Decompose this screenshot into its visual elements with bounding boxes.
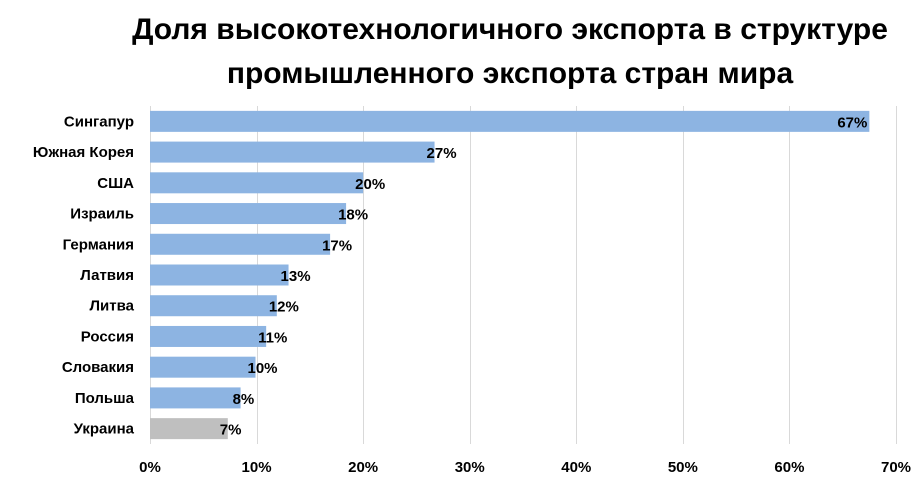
x-axis-ticks: 0% 10% 20% 30% 40% 50% 60% 70% <box>139 459 911 476</box>
chart-title: Доля высокотехнологичного экспорта в стр… <box>40 8 923 96</box>
x-tick-label-0: 0% <box>139 459 161 476</box>
chart-title-line-2: промышленного экспорта стран мира <box>226 57 794 90</box>
data-label-5: 17% <box>322 237 352 254</box>
x-tick-label-40: 40% <box>561 459 591 476</box>
category-label-7: Литва <box>90 298 135 315</box>
x-tick-label-20: 20% <box>348 459 378 476</box>
x-tick-label-30: 30% <box>455 459 485 476</box>
category-label-6: Латвия <box>80 267 134 284</box>
bar-4 <box>150 203 347 225</box>
x-tick-label-50: 50% <box>668 459 698 476</box>
category-label-5: Германия <box>63 236 134 253</box>
bar-5 <box>150 233 331 255</box>
category-label-10: Польша <box>75 390 135 407</box>
data-labels: 67% 27% 20% 18% 17% 13% 12% 11% 10% 8% 7% <box>220 114 868 438</box>
bar-7 <box>150 295 277 317</box>
category-label-1: Сингапур <box>64 113 134 130</box>
x-tick-label-10: 10% <box>242 459 272 476</box>
bar-10 <box>150 387 241 409</box>
category-label-8: Россия <box>81 328 134 345</box>
bar-6 <box>150 264 289 286</box>
data-label-2: 27% <box>427 145 457 162</box>
category-labels: Сингапур Южная Корея США Израиль Германия Лат… <box>33 113 135 437</box>
data-label-10: 8% <box>233 391 255 408</box>
bar-3 <box>150 172 364 194</box>
bar-9 <box>150 356 256 378</box>
bars <box>150 110 870 440</box>
bar-11 <box>150 418 228 440</box>
bar-8 <box>150 325 267 347</box>
category-label-4: Израиль <box>70 206 134 223</box>
x-tick-label-70: 70% <box>881 459 911 476</box>
data-label-1: 67% <box>837 114 867 131</box>
category-label-9: Словакия <box>62 359 134 376</box>
data-label-7: 12% <box>269 299 299 316</box>
data-label-6: 13% <box>281 268 311 285</box>
data-label-11: 7% <box>220 422 242 439</box>
category-label-3: США <box>97 175 134 192</box>
category-label-2: Южная Корея <box>33 144 134 161</box>
chart-title-line-1: Доля высокотехнологичного экспорта в стр… <box>132 13 888 46</box>
data-label-9: 10% <box>248 360 278 377</box>
bar-1 <box>150 110 870 132</box>
category-label-11: Украина <box>74 421 135 438</box>
data-label-8: 11% <box>258 329 287 346</box>
x-tick-label-60: 60% <box>774 459 804 476</box>
data-label-3: 20% <box>355 176 385 193</box>
data-label-4: 18% <box>338 207 368 224</box>
bar-2 <box>150 141 435 163</box>
